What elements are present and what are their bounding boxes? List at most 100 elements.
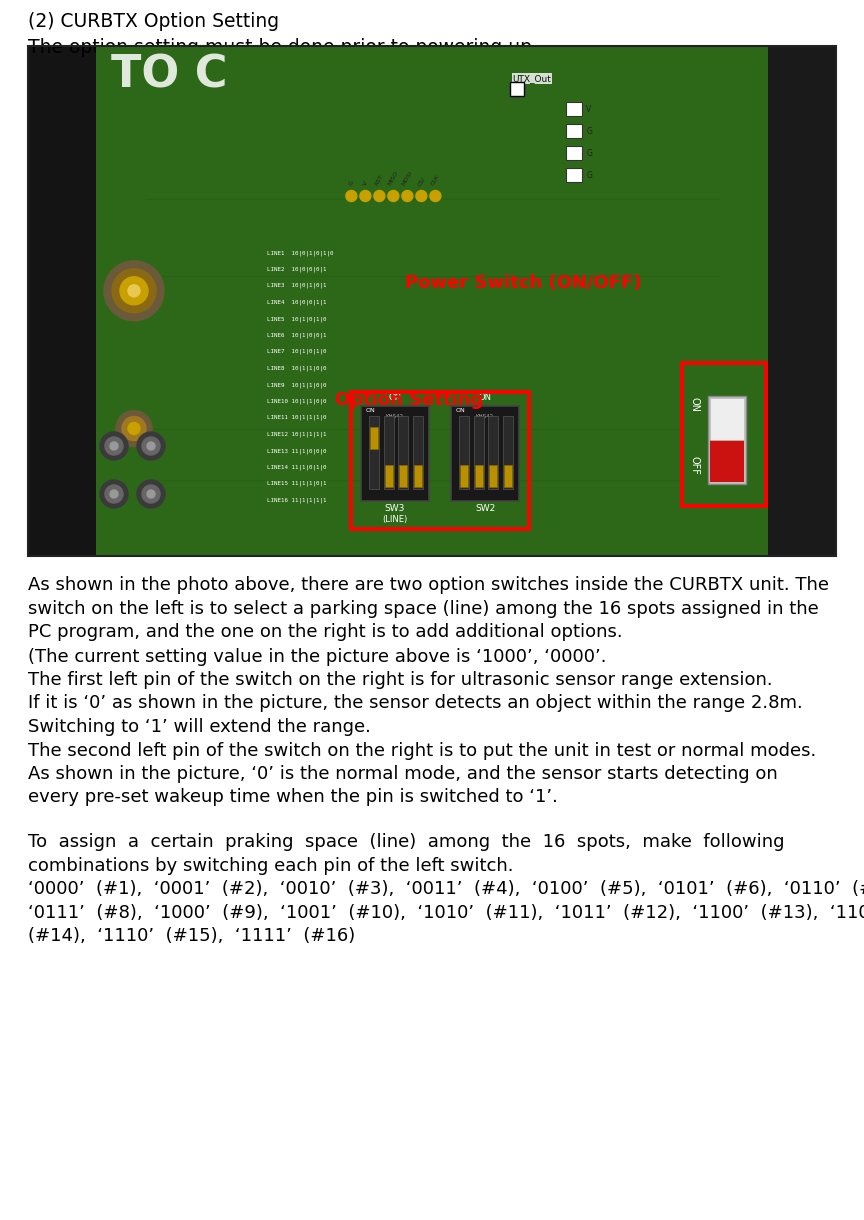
Text: The second left pin of the switch on the right is to put the unit in test or nor: The second left pin of the switch on the… xyxy=(28,742,816,760)
Circle shape xyxy=(147,490,155,498)
Text: The first left pin of the switch on the right is for ultrasonic sensor range ext: The first left pin of the switch on the … xyxy=(28,671,772,689)
Circle shape xyxy=(128,422,140,434)
Bar xyxy=(28,46,836,556)
Circle shape xyxy=(100,432,128,460)
Text: PC program, and the one on the right is to add additional options.: PC program, and the one on the right is … xyxy=(28,623,623,640)
Bar xyxy=(504,465,511,487)
Text: KHS42: KHS42 xyxy=(386,414,404,418)
Text: V: V xyxy=(587,105,592,113)
Bar xyxy=(567,146,582,160)
Text: MOSI: MOSI xyxy=(401,171,414,187)
Text: LINE5  10|1|0|1|0: LINE5 10|1|0|1|0 xyxy=(267,316,327,322)
Text: ON: ON xyxy=(690,396,700,412)
Bar xyxy=(474,465,482,487)
Circle shape xyxy=(110,442,118,450)
Text: CS/: CS/ xyxy=(416,176,426,187)
Circle shape xyxy=(137,432,165,460)
Text: switch on the left is to select a parking space (line) among the 16 spots assign: switch on the left is to select a parkin… xyxy=(28,599,819,617)
Bar xyxy=(682,364,766,506)
Text: SW3: SW3 xyxy=(384,504,405,512)
Bar xyxy=(510,82,524,96)
Text: TO C: TO C xyxy=(111,54,227,98)
Circle shape xyxy=(122,416,146,440)
Bar xyxy=(351,392,529,529)
Text: LINE9  10|1|1|0|0: LINE9 10|1|1|0|0 xyxy=(267,382,327,388)
Text: Option Setting: Option Setting xyxy=(334,392,483,410)
Circle shape xyxy=(112,268,156,312)
Bar xyxy=(369,416,379,489)
Bar xyxy=(459,416,469,489)
Text: LINE13 11|1|0|0|0: LINE13 11|1|0|0|0 xyxy=(267,448,327,454)
Text: ‘0111’  (#8),  ‘1000’  (#9),  ‘1001’  (#10),  ‘1010’  (#11),  ‘1011’  (#12),  ‘1: ‘0111’ (#8), ‘1000’ (#9), ‘1001’ (#10), … xyxy=(28,904,864,921)
Circle shape xyxy=(105,486,123,503)
Bar xyxy=(451,406,519,501)
Text: G: G xyxy=(348,181,355,187)
Circle shape xyxy=(100,479,128,508)
Bar xyxy=(710,440,744,482)
Text: As shown in the picture, ‘0’ is the normal mode, and the sensor starts detecting: As shown in the picture, ‘0’ is the norm… xyxy=(28,765,778,783)
Text: UTX_Out: UTX_Out xyxy=(512,74,551,83)
Text: To  assign  a  certain  praking  space  (line)  among  the  16  spots,  make  fo: To assign a certain praking space (line)… xyxy=(28,833,785,852)
Text: LINE6  10|1|0|0|1: LINE6 10|1|0|0|1 xyxy=(267,333,327,338)
Circle shape xyxy=(128,284,140,296)
Text: ON: ON xyxy=(479,393,492,403)
Text: LINE7  10|1|0|1|0: LINE7 10|1|0|1|0 xyxy=(267,349,327,355)
Text: ON: ON xyxy=(366,407,376,414)
Bar xyxy=(768,46,836,556)
Text: As shown in the photo above, there are two option switches inside the CURBTX uni: As shown in the photo above, there are t… xyxy=(28,576,829,594)
Text: (The current setting value in the picture above is ‘1000’, ‘0000’.: (The current setting value in the pictur… xyxy=(28,648,607,665)
Text: RST: RST xyxy=(374,174,384,187)
Circle shape xyxy=(105,437,123,455)
Text: KHS42: KHS42 xyxy=(476,414,494,418)
Bar xyxy=(399,465,407,487)
Text: LINE15 11|1|1|0|1: LINE15 11|1|1|0|1 xyxy=(267,481,327,487)
Text: (#14),  ‘1110’  (#15),  ‘1111’  (#16): (#14), ‘1110’ (#15), ‘1111’ (#16) xyxy=(28,927,355,946)
Bar xyxy=(460,465,468,487)
Text: OFF: OFF xyxy=(690,456,700,475)
Circle shape xyxy=(142,437,160,455)
Circle shape xyxy=(346,190,357,201)
Circle shape xyxy=(388,190,399,201)
Text: G: G xyxy=(587,149,593,157)
Circle shape xyxy=(147,442,155,450)
Text: CLK: CLK xyxy=(430,174,441,187)
Text: G: G xyxy=(587,171,593,179)
Bar xyxy=(384,465,392,487)
Text: every pre-set wakeup time when the pin is switched to ‘1’.: every pre-set wakeup time when the pin i… xyxy=(28,788,558,806)
Text: If it is ‘0’ as shown in the picture, the sensor detects an object within the ra: If it is ‘0’ as shown in the picture, th… xyxy=(28,694,803,712)
Text: LINE11 10|1|1|1|0: LINE11 10|1|1|1|0 xyxy=(267,415,327,421)
Text: Power Switch (ON/OFF): Power Switch (ON/OFF) xyxy=(405,274,642,292)
Text: SW2: SW2 xyxy=(475,504,495,512)
Circle shape xyxy=(402,190,413,201)
Text: combinations by switching each pin of the left switch.: combinations by switching each pin of th… xyxy=(28,856,513,875)
Text: The option setting must be done prior to powering up.: The option setting must be done prior to… xyxy=(28,38,538,57)
Circle shape xyxy=(142,486,160,503)
Text: ON: ON xyxy=(389,393,402,403)
Bar xyxy=(370,427,378,449)
Circle shape xyxy=(120,277,148,305)
Bar xyxy=(685,367,762,501)
Circle shape xyxy=(374,190,384,201)
Bar xyxy=(96,46,768,556)
Text: LINE8  10|1|1|0|0: LINE8 10|1|1|0|0 xyxy=(267,366,327,371)
Bar xyxy=(708,396,746,484)
Text: G: G xyxy=(587,127,593,135)
Text: V: V xyxy=(362,181,369,187)
Text: (2) CURBTX Option Setting: (2) CURBTX Option Setting xyxy=(28,12,279,30)
Circle shape xyxy=(104,261,164,321)
Bar xyxy=(384,416,393,489)
Text: LINE14 11|1|0|1|0: LINE14 11|1|0|1|0 xyxy=(267,465,327,470)
Bar xyxy=(710,398,744,440)
Text: LINE1  10|0|1|0|1|0: LINE1 10|0|1|0|1|0 xyxy=(267,250,334,255)
Bar xyxy=(28,46,836,556)
Bar xyxy=(488,416,498,489)
Circle shape xyxy=(416,190,427,201)
Text: LINE12 10|1|1|1|1: LINE12 10|1|1|1|1 xyxy=(267,432,327,437)
Bar xyxy=(489,465,497,487)
Bar xyxy=(567,102,582,116)
Bar xyxy=(503,416,512,489)
Text: LINE4  10|0|0|1|1: LINE4 10|0|0|1|1 xyxy=(267,299,327,305)
Circle shape xyxy=(137,479,165,508)
Text: (LINE): (LINE) xyxy=(383,515,408,525)
Circle shape xyxy=(116,410,152,447)
